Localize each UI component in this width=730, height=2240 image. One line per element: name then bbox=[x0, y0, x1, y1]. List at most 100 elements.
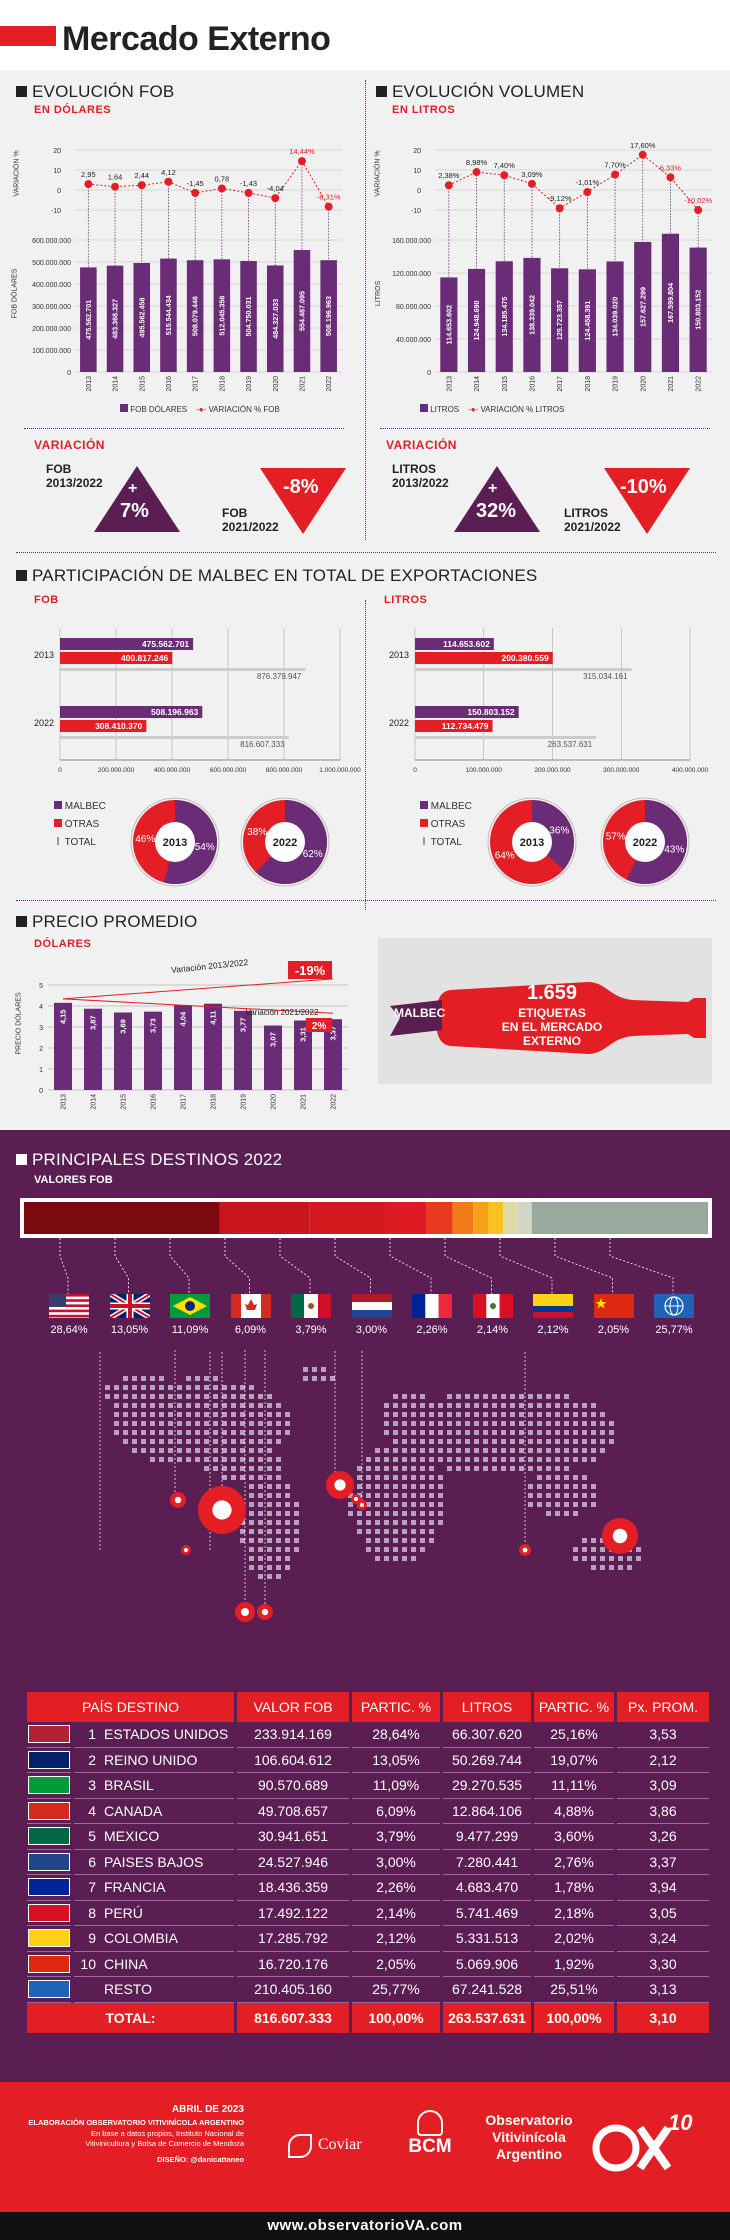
fob-val-tick: 500.000.000 bbox=[32, 260, 71, 267]
map-dot bbox=[573, 1475, 578, 1480]
globe-icon bbox=[654, 1294, 694, 1318]
map-dot bbox=[537, 1484, 542, 1489]
part-lit-otras-bar bbox=[415, 652, 553, 664]
vol-pct-point bbox=[694, 206, 703, 215]
row-px: 3,09 bbox=[617, 1773, 709, 1799]
row-pf: 11,09% bbox=[352, 1773, 440, 1799]
map-dot bbox=[519, 1448, 524, 1453]
map-marker-center bbox=[360, 1503, 364, 1507]
map-dot bbox=[186, 1448, 191, 1453]
precio-var1-badge bbox=[288, 961, 332, 979]
map-dot bbox=[600, 1538, 605, 1543]
fob-ylab-bottom: FOB DÓLARES bbox=[11, 268, 19, 319]
page-title: Mercado Externo bbox=[62, 20, 331, 58]
map-dot bbox=[501, 1430, 506, 1435]
map-dot bbox=[492, 1394, 497, 1399]
flag-item: 2,26% bbox=[403, 1294, 461, 1336]
vol-pct-tick: 10 bbox=[413, 168, 421, 175]
map-dot bbox=[555, 1457, 560, 1462]
map-dot bbox=[384, 1547, 389, 1552]
precio-chart: 5 4 3 2 1 0 4,15 2013 3,87 2014 3,69 2015 3,73 2016 4,… bbox=[39, 957, 348, 1110]
map-dot bbox=[267, 1394, 272, 1399]
row-pais: 7 FRANCIA bbox=[74, 1875, 234, 1901]
map-dot bbox=[474, 1403, 479, 1408]
map-dot bbox=[375, 1484, 380, 1489]
row-pf: 6,09% bbox=[352, 1799, 440, 1824]
map-dot bbox=[573, 1430, 578, 1435]
row-lit: 29.270.535 bbox=[443, 1773, 531, 1799]
map-dot bbox=[420, 1439, 425, 1444]
th-lit: LITROS bbox=[443, 1692, 531, 1722]
var-lit-b-label: LITROS 2021/2022 bbox=[564, 506, 621, 534]
map-dot bbox=[420, 1502, 425, 1507]
map-dot bbox=[609, 1421, 614, 1426]
precio-var2-label: Variación 2021/2022 bbox=[246, 1008, 319, 1017]
map-dot bbox=[231, 1439, 236, 1444]
table-row: 1 ESTADOS UNIDOS 233.914.169 28,64% 66.307… bbox=[27, 1722, 709, 1748]
map-dot bbox=[564, 1502, 569, 1507]
fob-pct-label: -1,43 bbox=[240, 179, 257, 188]
map-dot bbox=[213, 1439, 218, 1444]
map-dot bbox=[249, 1520, 254, 1525]
precio-bar bbox=[114, 1012, 132, 1090]
fob-year: 2013 bbox=[86, 376, 93, 392]
website-url[interactable]: www.observatorioVA.com bbox=[0, 2212, 730, 2240]
donut-year: 2022 bbox=[273, 837, 297, 849]
map-dot bbox=[393, 1529, 398, 1534]
total-fob: 816.607.333 bbox=[237, 2002, 349, 2033]
donut-hole bbox=[265, 822, 305, 862]
table-row: 8 PERÚ 17.492.122 2,14% 5.741.469 2,18% 3,0… bbox=[27, 1901, 709, 1926]
map-dot bbox=[447, 1439, 452, 1444]
map-dot bbox=[267, 1520, 272, 1525]
map-dot bbox=[393, 1484, 398, 1489]
map-dot bbox=[186, 1412, 191, 1417]
map-dot bbox=[285, 1538, 290, 1543]
map-dot bbox=[591, 1439, 596, 1444]
map-dot bbox=[186, 1430, 191, 1435]
fob-bar-label: 508.079.446 bbox=[191, 296, 200, 336]
row-pl: 1,78% bbox=[534, 1875, 614, 1901]
map-dot bbox=[483, 1403, 488, 1408]
row-lit: 4.683.470 bbox=[443, 1875, 531, 1901]
map-dot bbox=[537, 1439, 542, 1444]
donut-ring bbox=[600, 797, 690, 887]
map-dot bbox=[384, 1421, 389, 1426]
map-dot bbox=[231, 1421, 236, 1426]
donut-otras-pct: 46% bbox=[135, 834, 155, 845]
part-fob-malbec-bar bbox=[60, 706, 203, 718]
fob-pct-label: -4,04 bbox=[267, 184, 284, 193]
map-dot bbox=[213, 1448, 218, 1453]
map-dot bbox=[231, 1475, 236, 1480]
canada-flag-icon bbox=[28, 1801, 70, 1820]
map-dot bbox=[618, 1565, 623, 1570]
map-dot bbox=[627, 1565, 632, 1570]
map-dot bbox=[519, 1439, 524, 1444]
map-dot bbox=[375, 1556, 380, 1561]
row-pais: 4 CANADA bbox=[74, 1799, 234, 1824]
fob-pct-tick: 20 bbox=[53, 148, 61, 155]
vol-pct-tick: 20 bbox=[413, 148, 421, 155]
map-dot bbox=[591, 1547, 596, 1552]
map-dot bbox=[411, 1430, 416, 1435]
map-dot bbox=[528, 1466, 533, 1471]
vol-bar bbox=[467, 268, 486, 372]
map-dot bbox=[213, 1412, 218, 1417]
precio-tick: 3 bbox=[39, 1025, 43, 1032]
fob-pct-tick: 10 bbox=[53, 168, 61, 175]
fob-pct-point bbox=[84, 180, 93, 189]
share-segment bbox=[517, 1202, 532, 1234]
map-dot bbox=[438, 1484, 443, 1489]
fob-pct-label: 0,78 bbox=[215, 174, 230, 183]
map-dot bbox=[429, 1475, 434, 1480]
bcm-text: BCM bbox=[408, 2136, 452, 2157]
vol-bar-label: 150.803.152 bbox=[694, 290, 703, 330]
map-dot bbox=[285, 1547, 290, 1552]
map-dot bbox=[546, 1484, 551, 1489]
donut-malbec-pct: 62% bbox=[303, 849, 323, 860]
vol-bar bbox=[440, 277, 458, 372]
map-dot bbox=[537, 1394, 542, 1399]
vol-pct-point bbox=[527, 179, 536, 188]
map-dot bbox=[438, 1502, 443, 1507]
map-dot bbox=[501, 1448, 506, 1453]
